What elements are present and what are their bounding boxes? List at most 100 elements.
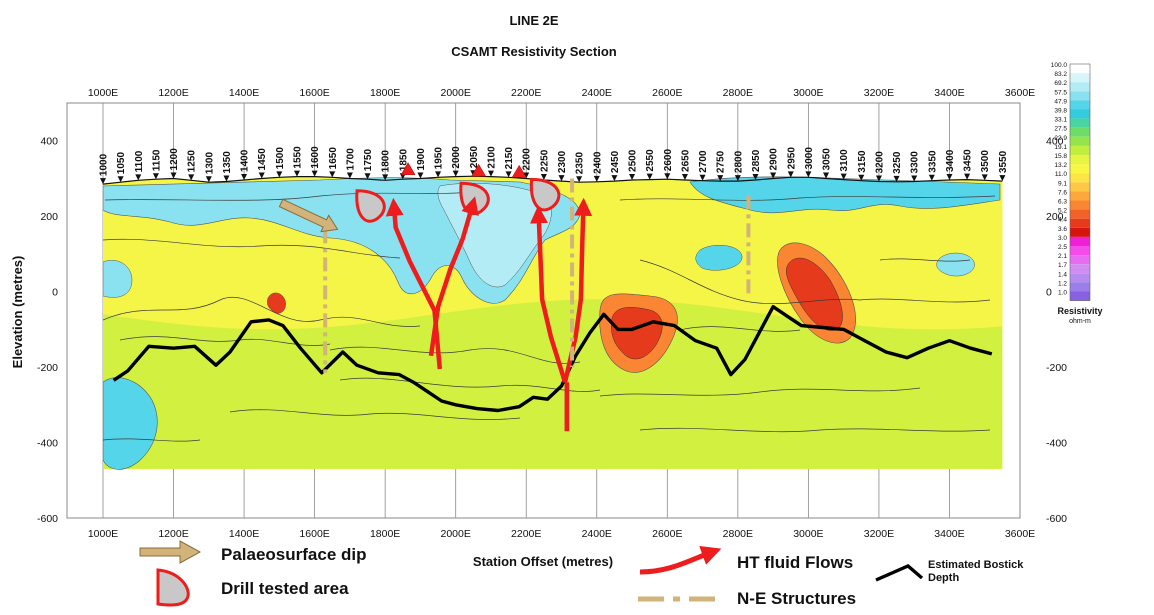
ht-fluid-flow-icon: [639, 546, 722, 575]
station-label: 1450: [257, 148, 268, 171]
colorbar-label: 15.8: [1054, 153, 1067, 160]
interpretation-features: [278, 162, 751, 432]
station-marker: [840, 173, 847, 180]
colorbar-swatch: [1070, 91, 1090, 101]
x-tick-label: 2600E: [652, 87, 682, 99]
colorbar-label: 5.2: [1058, 208, 1067, 215]
station-markers: 1000 1050 1100 1150 1200 1250 1300 1350 1400 1450…: [99, 146, 1009, 185]
heat-marker: [511, 164, 527, 178]
palaeosurface-dip: [278, 198, 339, 233]
station-marker: [946, 173, 953, 180]
colorbar-label: 1.2: [1058, 280, 1067, 287]
resistive-anomaly-west: [103, 377, 158, 470]
colorbar-label: 57.5: [1054, 89, 1067, 96]
station-marker: [629, 173, 636, 180]
station-marker: [100, 178, 106, 185]
x-tick-label: 2400E: [582, 528, 612, 540]
station-marker: [893, 175, 900, 182]
station-marker: [188, 174, 195, 181]
y-tick-label: -600: [37, 513, 58, 525]
colorbar-label: 47.9: [1054, 98, 1067, 105]
heat-marker: [400, 162, 416, 175]
station-marker: [505, 171, 512, 178]
station-label: 2200: [522, 148, 533, 171]
colorbar-label: 13.2: [1054, 162, 1067, 169]
station-marker: [999, 175, 1006, 182]
legend-label: Drill tested area: [221, 579, 349, 598]
station-label: 1000: [99, 153, 110, 176]
y-axis-left: 400 200 0 -200 -400 -600: [37, 136, 58, 525]
y-tick-label: -400: [37, 438, 58, 450]
station-marker: [593, 175, 600, 182]
x-tick-label: 1800E: [370, 87, 400, 99]
legend-label-line1: Estimated Bostick: [928, 559, 1024, 571]
bostick-depth-icon: [875, 564, 924, 582]
x-tick-label: 2800E: [723, 87, 753, 99]
resistive-near-surface-east: [689, 176, 1001, 214]
station-label: 1200: [169, 148, 180, 171]
x-tick-label: 1400E: [229, 87, 259, 99]
legend-label: HT fluid Flows: [737, 553, 853, 572]
colorbar-label: 1.0: [1058, 290, 1067, 297]
colorbar-label: 4.4: [1058, 217, 1067, 224]
colorbar-swatch: [1070, 246, 1090, 256]
y-tick-label: -600: [1046, 513, 1067, 525]
station-label: 1650: [328, 147, 339, 170]
station-label: 3500: [980, 150, 991, 173]
x-tick-label: 1400E: [229, 528, 259, 540]
colorbar-swatch: [1070, 227, 1090, 237]
station-marker: [681, 173, 688, 180]
colorbar-swatch: [1070, 118, 1090, 128]
station-label: 2800: [733, 150, 744, 173]
station-label: 3150: [857, 150, 868, 173]
station-label: 3050: [822, 148, 833, 171]
resistive-anomaly-west-2: [103, 260, 133, 298]
station-label: 2350: [575, 152, 586, 175]
contour-lines: [103, 191, 996, 442]
station-marker: [223, 175, 230, 182]
colorbar-swatch: [1070, 218, 1090, 228]
y-tick-label: 0: [1046, 287, 1052, 299]
colorbar-swatch: [1070, 200, 1090, 210]
station-marker: [646, 173, 653, 180]
colorbar-swatch: [1070, 236, 1090, 246]
x-tick-label: 1600E: [299, 528, 329, 540]
station-label: 2000: [451, 146, 462, 169]
estimated-bostick-depth-line: [112, 305, 993, 413]
station-label: 2700: [698, 150, 709, 173]
legend-palaeosurface-dip: Palaeosurface dip: [139, 540, 367, 564]
ht-fluid-flow: [428, 196, 479, 357]
station-marker: [382, 174, 389, 181]
x-tick-label: 1600E: [299, 87, 329, 99]
colorbar-label: 9.1: [1058, 180, 1067, 187]
x-tick-label: 1000E: [88, 528, 118, 540]
x-tick-label: 2200E: [511, 528, 541, 540]
x-axis-label: Station Offset (metres): [473, 554, 613, 569]
station-label: 1350: [222, 151, 233, 174]
colorbar-label: 7.6: [1058, 189, 1067, 196]
chart-title: LINE 2E: [509, 13, 558, 28]
station-marker: [241, 173, 248, 180]
station-label: 2950: [786, 147, 797, 170]
x-tick-label: 2000E: [441, 87, 471, 99]
colorbar-label: 22.9: [1054, 135, 1067, 142]
conductive-anomaly-2550-core: [611, 307, 663, 360]
station-label: 1400: [240, 149, 251, 172]
colorbar-swatch: [1070, 136, 1090, 146]
station-marker: [311, 170, 318, 177]
x-tick-label: 3400E: [934, 87, 964, 99]
station-label: 1500: [275, 147, 286, 170]
station-marker: [823, 172, 830, 179]
station-marker: [699, 174, 706, 181]
drill-tested-area: [355, 189, 386, 223]
station-label: 2500: [628, 149, 639, 172]
colorbar-swatch: [1070, 100, 1090, 110]
legend-estimated-bostick-depth: Estimated Bostick Depth: [875, 559, 1024, 584]
colorbar-swatch: [1070, 264, 1090, 274]
colorbar-swatch: [1070, 64, 1090, 74]
legend-label: N-E Structures: [737, 589, 856, 608]
conductive-anomaly-1500: [267, 292, 286, 314]
station-label: 2550: [645, 149, 656, 172]
